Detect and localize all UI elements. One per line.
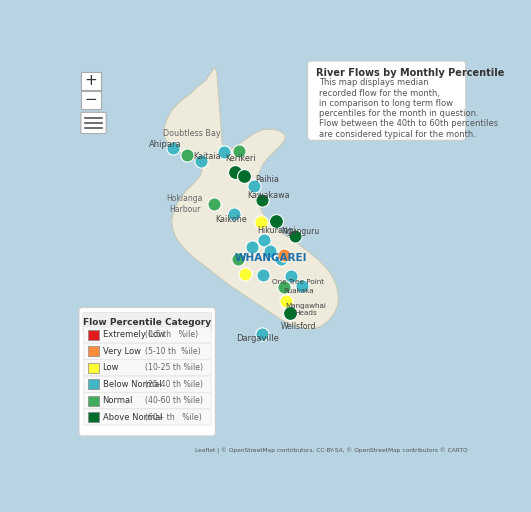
Text: Extremely Low: Extremely Low <box>102 330 165 339</box>
Point <box>260 237 269 245</box>
Text: percentiles for the month in question.: percentiles for the month in question. <box>319 109 478 118</box>
Text: Very Low: Very Low <box>102 347 141 356</box>
Bar <box>88 379 99 389</box>
Text: Kaikohe: Kaikohe <box>215 216 247 224</box>
Text: Kaitaia: Kaitaia <box>194 153 221 161</box>
Text: Dargaville: Dargaville <box>236 334 279 343</box>
Point <box>272 217 280 225</box>
FancyBboxPatch shape <box>79 307 216 436</box>
Point <box>297 282 306 290</box>
Text: Flow Percentile Category: Flow Percentile Category <box>83 318 211 327</box>
FancyBboxPatch shape <box>83 376 211 392</box>
Bar <box>88 363 99 373</box>
Text: Above Normal: Above Normal <box>102 413 162 421</box>
FancyBboxPatch shape <box>307 61 466 140</box>
Text: Hikurangi: Hikurangi <box>257 226 295 234</box>
Point <box>241 269 250 278</box>
Text: This map displays median: This map displays median <box>319 78 429 88</box>
Text: recorded flow for the month,: recorded flow for the month, <box>319 89 440 98</box>
Point <box>257 218 266 226</box>
Bar <box>88 330 99 340</box>
Point <box>220 148 228 156</box>
Text: River Flows by Monthly Percentile: River Flows by Monthly Percentile <box>315 68 504 78</box>
Bar <box>88 396 99 406</box>
Text: Leaflet | © OpenStreetMap contributors, CC-BY-SA, © OpenStreetMap contributors ©: Leaflet | © OpenStreetMap contributors, … <box>195 447 467 454</box>
Point <box>168 144 177 152</box>
Text: Kawakawa: Kawakawa <box>247 191 290 200</box>
FancyBboxPatch shape <box>83 312 211 332</box>
Point <box>287 272 295 280</box>
Point <box>247 243 256 251</box>
FancyBboxPatch shape <box>83 360 211 376</box>
Point <box>291 231 299 240</box>
Point <box>210 200 218 208</box>
Text: (60+ th   %ile): (60+ th %ile) <box>145 413 202 421</box>
FancyBboxPatch shape <box>81 91 101 109</box>
Text: Ruakaka: Ruakaka <box>284 288 314 294</box>
Point <box>235 147 243 156</box>
Text: are considered typical for the month.: are considered typical for the month. <box>319 130 476 139</box>
Text: Doubtless Bay: Doubtless Bay <box>163 129 220 138</box>
Text: (5-10 th  %ile): (5-10 th %ile) <box>145 347 201 356</box>
Text: Mangawhai
Heads: Mangawhai Heads <box>285 303 326 316</box>
Text: Flow between the 40th to 60th percentiles: Flow between the 40th to 60th percentile… <box>319 119 498 129</box>
Polygon shape <box>164 68 338 329</box>
FancyBboxPatch shape <box>81 112 106 134</box>
Point <box>234 255 243 264</box>
Text: Kerikeri: Kerikeri <box>225 154 256 163</box>
Point <box>229 210 238 219</box>
Text: Wellsford: Wellsford <box>280 322 316 331</box>
Point <box>280 250 288 259</box>
Text: (0-5 th   %ile): (0-5 th %ile) <box>145 330 198 339</box>
Bar <box>88 412 99 422</box>
FancyBboxPatch shape <box>83 409 211 425</box>
Point <box>258 196 267 204</box>
Text: (10-25 th %ile): (10-25 th %ile) <box>145 364 203 372</box>
Text: Ngunguru: Ngunguru <box>281 227 320 236</box>
Point <box>183 151 192 159</box>
Text: +: + <box>84 73 97 88</box>
Text: (40-60 th %ile): (40-60 th %ile) <box>145 396 203 405</box>
Point <box>277 255 285 264</box>
Text: Paihia: Paihia <box>255 175 279 184</box>
Bar <box>88 347 99 356</box>
Point <box>197 157 205 165</box>
Point <box>266 247 275 255</box>
Point <box>280 283 288 291</box>
Text: (25-40 th %ile): (25-40 th %ile) <box>145 380 203 389</box>
Point <box>259 271 268 279</box>
Point <box>239 172 248 180</box>
Text: Normal: Normal <box>102 396 133 405</box>
Point <box>258 330 267 338</box>
Text: WHANGAREI: WHANGAREI <box>235 253 307 263</box>
Text: −: − <box>84 92 97 107</box>
Point <box>282 297 290 305</box>
Text: One Tree Point: One Tree Point <box>272 279 324 285</box>
FancyBboxPatch shape <box>81 72 101 90</box>
Text: Hokianga
Harbour: Hokianga Harbour <box>166 195 203 214</box>
Point <box>250 182 259 190</box>
FancyBboxPatch shape <box>83 327 211 343</box>
Point <box>230 168 239 176</box>
Text: Low: Low <box>102 364 119 372</box>
Text: Below Normal: Below Normal <box>102 380 161 389</box>
Text: in comparison to long term flow: in comparison to long term flow <box>319 99 452 108</box>
FancyBboxPatch shape <box>83 344 211 359</box>
FancyBboxPatch shape <box>83 393 211 409</box>
Point <box>286 309 294 317</box>
Text: Ahipara: Ahipara <box>149 140 182 148</box>
